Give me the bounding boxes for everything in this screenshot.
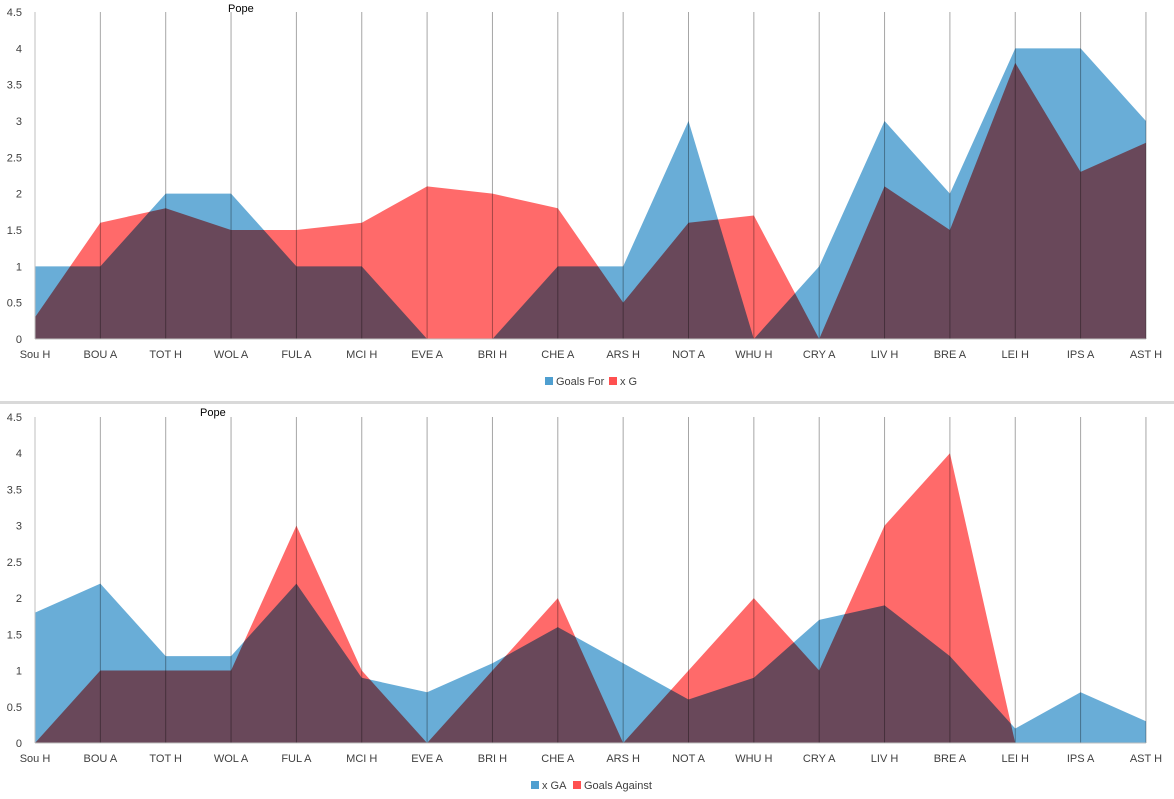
x-tick-label: IPS A bbox=[1067, 349, 1095, 361]
legend-swatch-xg bbox=[609, 377, 617, 385]
y-tick-label: 0.5 bbox=[7, 702, 22, 714]
y-tick-label: 1.5 bbox=[7, 225, 22, 237]
x-tick-label: MCI H bbox=[346, 753, 377, 765]
x-tick-label: CRY A bbox=[803, 753, 836, 765]
x-tick-label: BOU A bbox=[84, 753, 118, 765]
y-tick-label: 3 bbox=[16, 116, 22, 128]
y-tick-label: 4 bbox=[16, 448, 22, 460]
x-tick-label: BRE A bbox=[934, 349, 967, 361]
y-tick-label: 4.5 bbox=[7, 7, 22, 19]
area-series-1 bbox=[35, 62, 1146, 339]
area-series-1 bbox=[35, 453, 1146, 743]
legend-label-xg: x G bbox=[620, 376, 637, 388]
y-tick-label: 2.5 bbox=[7, 152, 22, 164]
y-tick-label: 1.5 bbox=[7, 629, 22, 641]
x-tick-label: Sou H bbox=[20, 753, 51, 765]
x-tick-label: LIV H bbox=[871, 753, 899, 765]
x-tick-label: NOT A bbox=[672, 349, 705, 361]
y-tick-label: 3.5 bbox=[7, 484, 22, 496]
x-tick-label: FUL A bbox=[281, 753, 312, 765]
x-tick-label: LEI H bbox=[1001, 349, 1029, 361]
x-tick-label: MCI H bbox=[346, 349, 377, 361]
y-tick-label: 0 bbox=[16, 738, 22, 750]
legend-swatch-xga bbox=[531, 781, 539, 789]
legend: x GA Goals Against bbox=[531, 780, 652, 792]
legend-label-goals-against: Goals Against bbox=[584, 780, 652, 792]
chart-panel-goals-against: Pope 0 0.5 1 1.5 2 2.5 3 3.5 4 4.5 Sou H BOU A TOT H… bbox=[0, 404, 1174, 799]
x-tick-label: CHE A bbox=[541, 349, 575, 361]
legend-swatch-goals-against bbox=[573, 781, 581, 789]
legend-swatch-goals-for bbox=[545, 377, 553, 385]
x-tick-label: LIV H bbox=[871, 349, 899, 361]
x-tick-label: BRI H bbox=[478, 349, 507, 361]
x-tick-label: WHU H bbox=[735, 349, 772, 361]
y-tick-label: 0 bbox=[16, 334, 22, 346]
y-tick-label: 4 bbox=[16, 43, 22, 55]
x-tick-label: FUL A bbox=[281, 349, 312, 361]
chart-goals-for-vs-xg: Pope 0 0.5 1 1.5 2 2.5 3 3.5 4 4.5 Sou H BOU A TOT H… bbox=[7, 3, 1162, 388]
x-tick-label: TOT H bbox=[149, 753, 182, 765]
y-tick-label: 1 bbox=[16, 666, 22, 678]
x-tick-label: AST H bbox=[1130, 753, 1162, 765]
y-tick-label: 2 bbox=[16, 593, 22, 605]
y-tick-label: 4.5 bbox=[7, 412, 22, 424]
x-tick-label: ARS H bbox=[606, 349, 640, 361]
x-tick-label: TOT H bbox=[149, 349, 182, 361]
legend: Goals For x G bbox=[545, 376, 637, 388]
y-tick-label: 0.5 bbox=[7, 298, 22, 310]
x-tick-label: LEI H bbox=[1001, 753, 1029, 765]
x-tick-label: AST H bbox=[1130, 349, 1162, 361]
y-tick-label: 2 bbox=[16, 189, 22, 201]
chart-xga-vs-goals-against: Pope 0 0.5 1 1.5 2 2.5 3 3.5 4 4.5 Sou H BOU A TOT H… bbox=[7, 407, 1162, 792]
x-tick-label: WHU H bbox=[735, 753, 772, 765]
chart-title: Pope bbox=[200, 407, 226, 419]
y-tick-label: 3.5 bbox=[7, 80, 22, 92]
x-tick-label: CHE A bbox=[541, 753, 575, 765]
x-tick-label: EVE A bbox=[411, 349, 443, 361]
x-tick-label: BOU A bbox=[84, 349, 118, 361]
x-tick-label: ARS H bbox=[606, 753, 640, 765]
legend-label-goals-for: Goals For bbox=[556, 376, 605, 388]
x-tick-label: NOT A bbox=[672, 753, 705, 765]
y-tick-label: 1 bbox=[16, 261, 22, 273]
x-tick-label: BRE A bbox=[934, 753, 967, 765]
x-tick-label: EVE A bbox=[411, 753, 443, 765]
x-tick-label: BRI H bbox=[478, 753, 507, 765]
chart-title: Pope bbox=[228, 3, 254, 15]
legend-label-xga: x GA bbox=[542, 780, 567, 792]
y-tick-label: 3 bbox=[16, 521, 22, 533]
panel-divider bbox=[0, 401, 1174, 404]
x-tick-label: Sou H bbox=[20, 349, 51, 361]
x-tick-label: WOL A bbox=[214, 349, 249, 361]
x-tick-label: WOL A bbox=[214, 753, 249, 765]
x-tick-label: IPS A bbox=[1067, 753, 1095, 765]
x-tick-label: CRY A bbox=[803, 349, 836, 361]
y-tick-label: 2.5 bbox=[7, 557, 22, 569]
chart-panel-goals: Pope 0 0.5 1 1.5 2 2.5 3 3.5 4 4.5 Sou H BOU A TOT H… bbox=[6, 3, 1163, 388]
